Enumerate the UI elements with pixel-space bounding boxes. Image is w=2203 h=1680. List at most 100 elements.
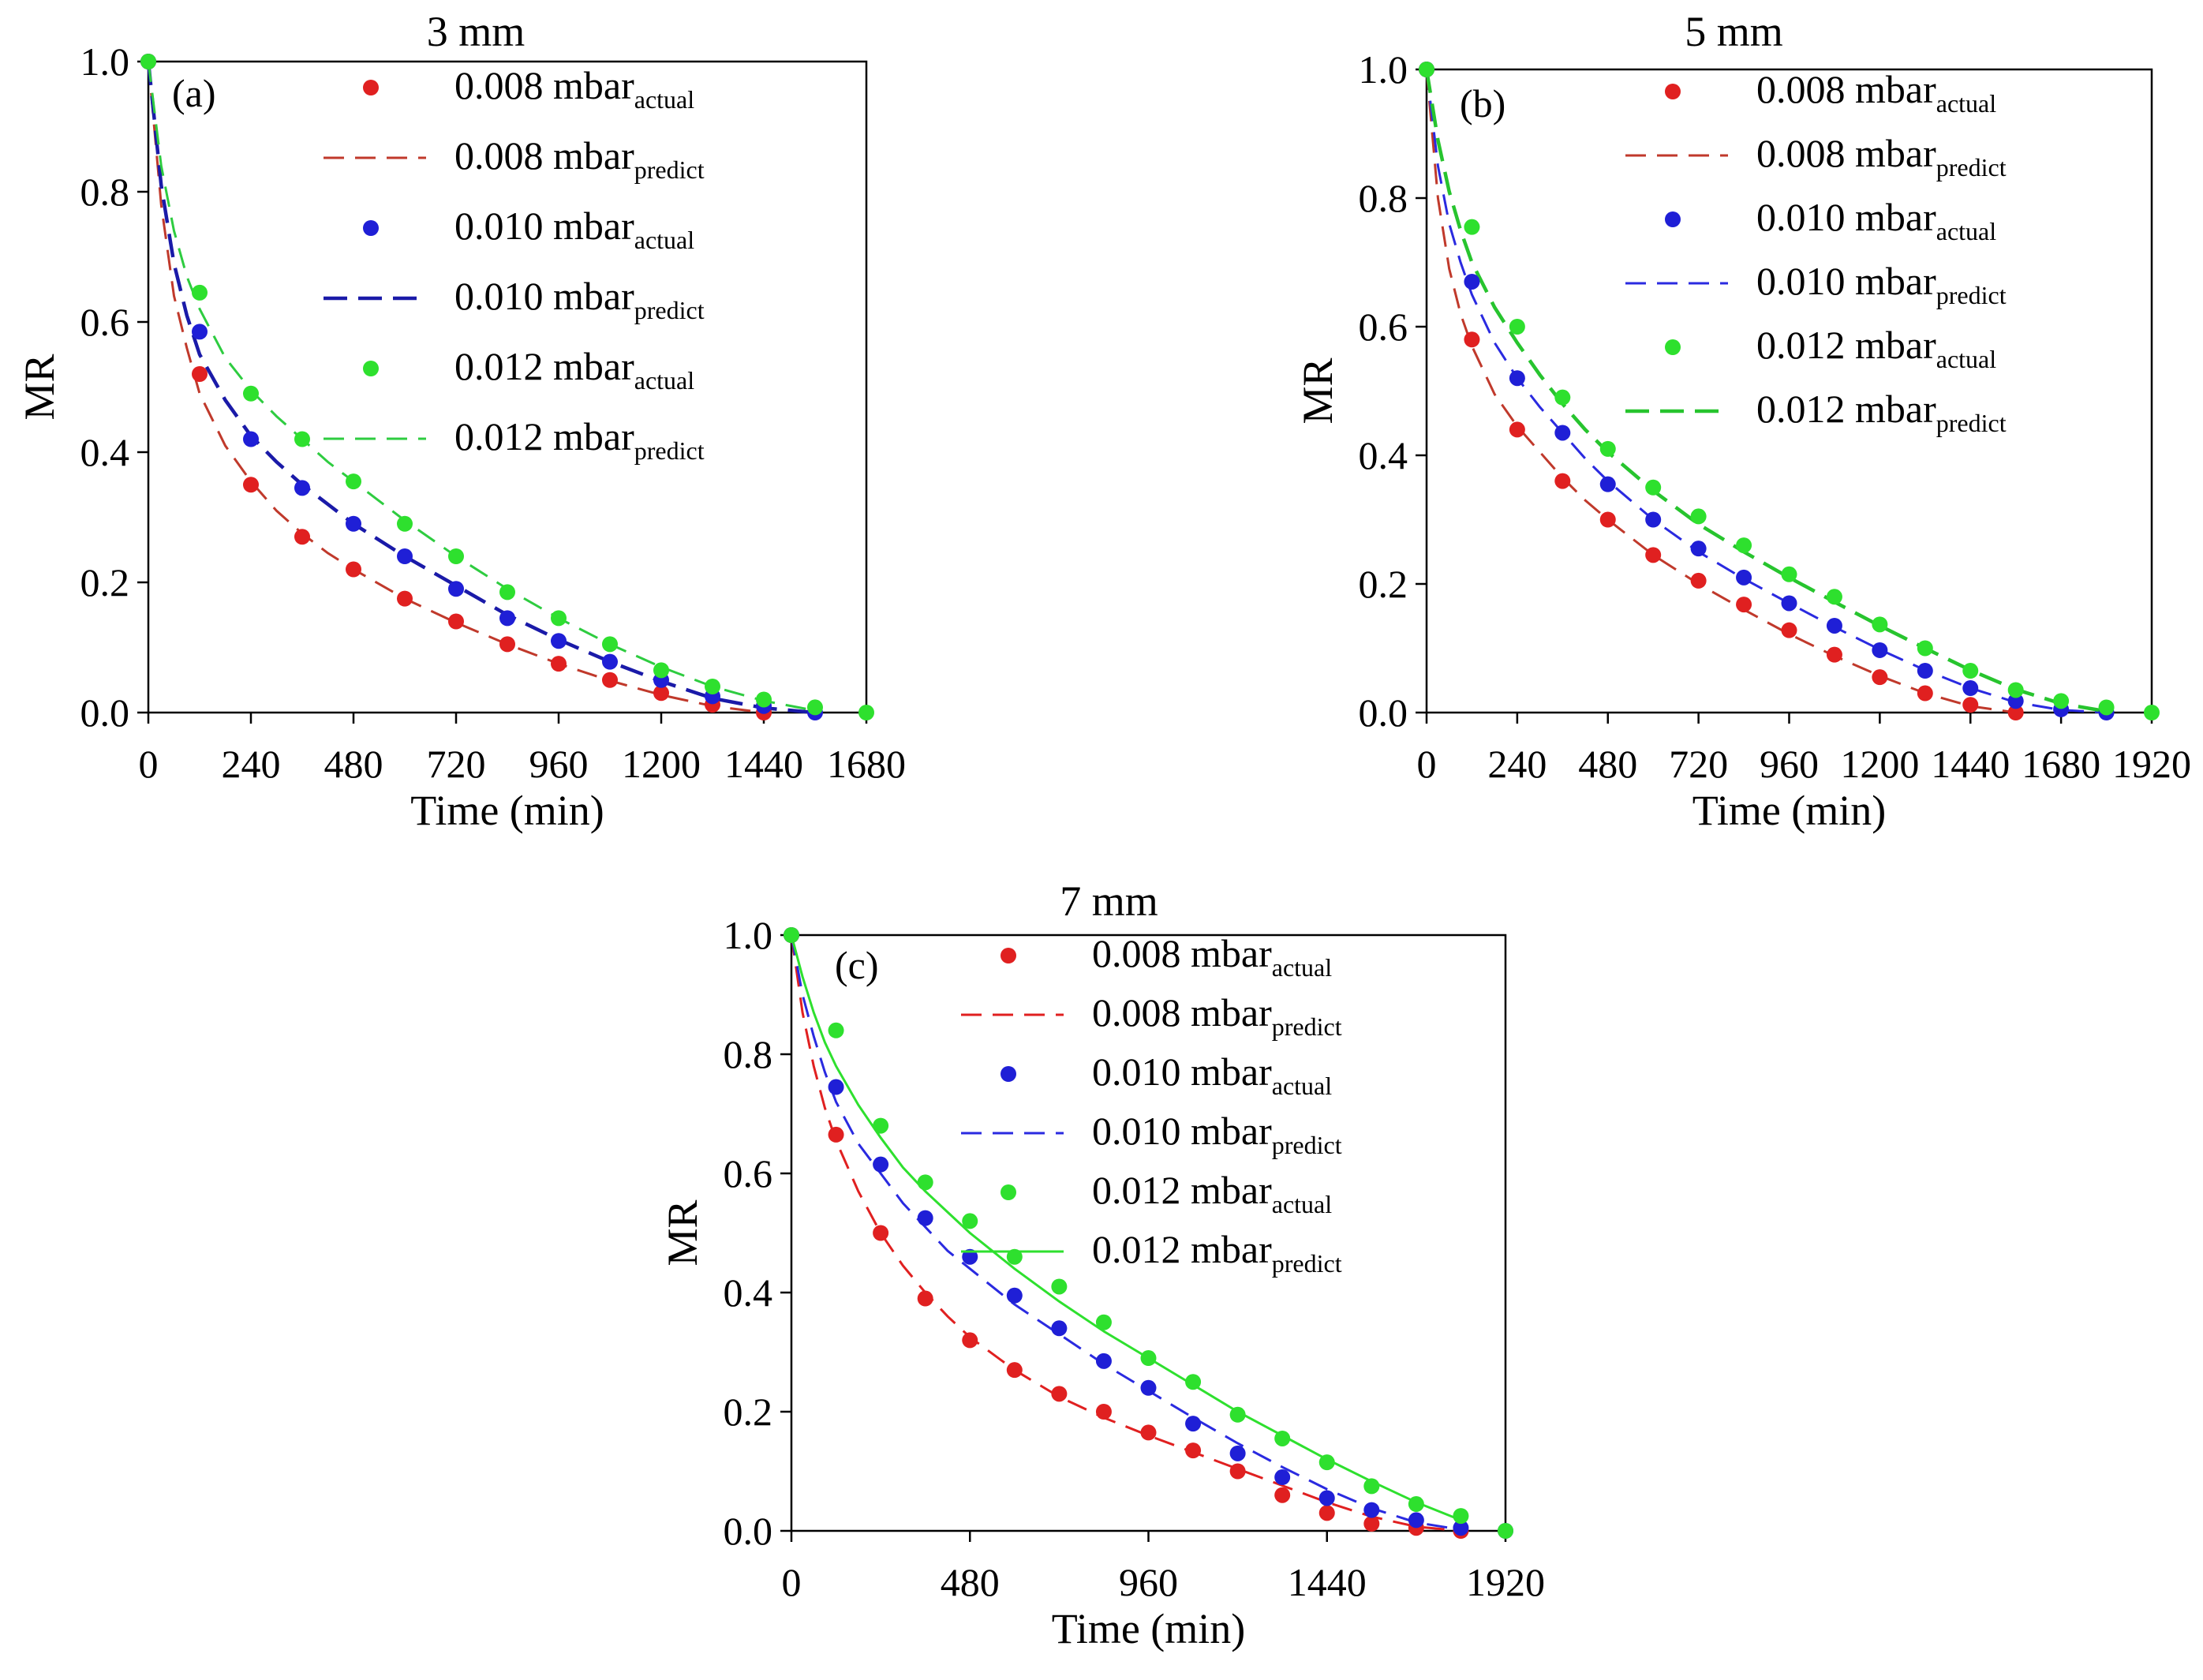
x-tick-label: 1680 [827,742,906,786]
data-point [1051,1320,1068,1337]
data-point [1464,273,1480,290]
legend-label: 0.008 mbaractual [1756,67,1996,118]
data-point [1962,697,1979,713]
data-point [1645,547,1662,563]
data-point [1274,1469,1291,1486]
legend-marker [363,361,379,376]
data-point [858,705,874,720]
series-points [1419,62,2160,720]
data-point [140,54,156,69]
legend-label: 0.012 mbarpredict [1756,387,2007,437]
data-point [192,324,208,340]
legend-item: 0.012 mbaractual [1001,1168,1332,1218]
data-point [2098,699,2115,716]
data-point [1554,389,1571,406]
x-tick-label: 720 [427,742,486,786]
series-line-5 [1424,69,2107,713]
legend: 0.008 mbaractual 0.008 mbarpredict 0.010 m… [324,63,705,465]
legend-item: 0.008 mbaractual [363,63,694,114]
x-tick-label: 0 [1417,742,1437,786]
y-tick-label: 1.0 [1359,47,1408,92]
y-tick-label: 0.4 [724,1270,773,1315]
data-point [1645,479,1662,496]
data-point [1051,1278,1068,1295]
data-point [551,610,567,627]
data-point [2053,693,2070,709]
data-point [1185,1416,1202,1432]
data-point [1917,685,1933,702]
legend: 0.008 mbaractual 0.008 mbarpredict 0.010 m… [961,931,1342,1278]
data-point [1962,663,1979,679]
panel-label: (c) [835,943,879,987]
series-line-1 [1425,69,2016,714]
y-tick-label: 0.0 [1359,690,1408,735]
x-tick-label: 1920 [1466,1560,1545,1604]
data-point [243,385,259,402]
data-point [1363,1478,1380,1495]
legend-label: 0.008 mbarpredict [1756,131,2007,181]
legend-label: 0.012 mbaractual [454,344,694,395]
x-axis-label: Time (min) [1692,787,1887,834]
data-point [1554,425,1571,441]
data-point [1408,1512,1424,1528]
data-point [1140,1350,1157,1367]
data-point [1736,537,1752,554]
data-point [346,561,361,578]
data-point [1690,541,1707,557]
data-point [1006,1248,1023,1265]
legend-label: 0.012 mbarpredict [454,414,705,465]
legend-item: 0.010 mbaractual [1665,195,1996,245]
legend-item: 0.008 mbaractual [1001,931,1332,982]
legend-marker [1665,339,1681,355]
data-point [1318,1505,1335,1521]
y-tick-label: 0.8 [724,1032,773,1076]
legend-marker [1001,948,1016,963]
chart-panel-3: 7 mm (c) 0.0 0.2 0.4 0.6 0.8 1.0 0 480 960 1440 1920… [659,877,1545,1652]
data-point [917,1210,933,1226]
x-tick-label: 720 [1669,742,1728,786]
data-point [962,1248,978,1265]
data-point [294,431,310,447]
data-point [1826,617,1842,634]
data-point [1363,1515,1380,1532]
data-point [1599,511,1616,528]
legend-item: 0.010 mbarpredict [1625,259,2007,309]
series-lines [1424,69,2107,714]
data-point [1464,219,1480,235]
data-point [828,1022,844,1038]
y-axis-label: MR [1294,357,1341,424]
legend-item: 0.012 mbarpredict [961,1227,1342,1278]
series-line-3 [1425,69,2107,714]
legend-label: 0.010 mbaractual [1756,195,1996,245]
data-point [1690,508,1707,525]
data-point [1826,646,1842,663]
data-point [1095,1314,1112,1330]
y-tick-label: 1.0 [724,913,773,957]
y-tick-label: 0.6 [724,1151,773,1195]
x-tick-label: 0 [139,742,159,786]
data-point [1453,1508,1469,1525]
data-point [1229,1463,1246,1480]
data-point [756,691,772,708]
data-point [784,927,799,943]
data-point [1599,440,1616,457]
data-point [346,515,361,532]
data-point [873,1117,889,1134]
chart-panel-1: 3 mm (a) 0.0 0.2 0.4 0.6 0.8 1.0 0 240 480 720 960 12… [16,8,906,834]
data-point [1185,1374,1202,1390]
data-point [1274,1487,1291,1503]
legend-label: 0.010 mbarpredict [454,274,705,324]
y-axis-label: MR [659,1199,706,1266]
data-point [653,662,669,679]
legend-marker [1001,1184,1016,1200]
x-tick-label: 1440 [1931,742,2010,786]
x-tick-label: 480 [1578,742,1637,786]
series-line-3 [790,934,1461,1531]
panel-label: (a) [172,71,216,115]
legend-item: 0.012 mbarpredict [324,414,705,465]
legend-marker [363,220,379,236]
data-point [962,1213,978,1229]
data-point [917,1290,933,1307]
legend-label: 0.012 mbaractual [1756,323,1996,373]
